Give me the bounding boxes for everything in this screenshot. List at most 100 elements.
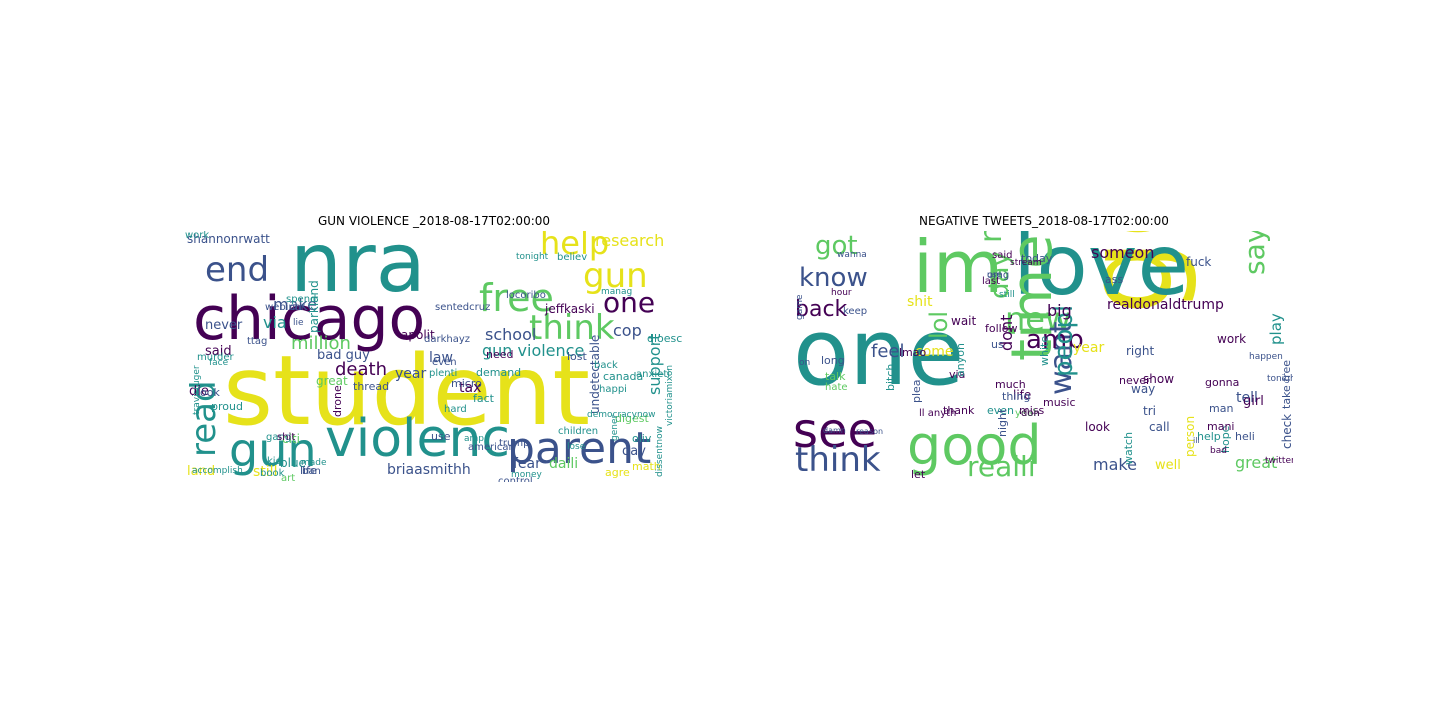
negative-tweets-cloud-word: back <box>795 297 848 322</box>
negative-tweets-cloud-word: thank <box>943 404 975 417</box>
negative-tweets-cloud-word: today <box>1021 252 1053 265</box>
negative-tweets-cloud-word: said <box>992 250 1013 261</box>
gun-violence-cloud-word: look <box>197 386 220 399</box>
negative-tweets-cloud-word: ass <box>1105 273 1124 286</box>
gun-violence-cloud-word: travisruger <box>192 365 202 415</box>
gun-violence-cloud-word: school <box>485 325 537 344</box>
negative-tweets-cloud-word: never <box>1119 374 1151 387</box>
negative-tweets-cloud-word: ill <box>1193 436 1200 445</box>
negative-tweets-cloud-word: well <box>1155 458 1181 473</box>
gun-violence-cloud-word: children <box>558 426 599 437</box>
gun-violence-cloud-word: life <box>300 464 317 477</box>
negative-tweets-cloud-word: tell <box>1236 390 1258 406</box>
gun-violence-cloud-word: trump <box>499 438 530 449</box>
gun-violence-cloud-word: even <box>432 357 457 368</box>
negative-tweets-cloud-word: use <box>987 270 1002 279</box>
gun-violence-cloud-word: research <box>595 231 665 250</box>
negative-tweets-cloud-word: realdonaldtrump <box>1107 297 1224 313</box>
gun-violence-cloud-word: bad guy <box>317 348 370 363</box>
negative-tweets-cloud-word: love <box>1013 231 1190 314</box>
gun-violence-cloud-word: demand <box>476 366 522 379</box>
negative-tweets-cloud-word: hour <box>831 288 852 298</box>
negative-tweets-word-cloud: one go love im time good see think know new got bac… <box>795 231 1293 482</box>
gun-violence-cloud-word: hard <box>444 404 467 415</box>
gun-violence-cloud-word: million <box>291 333 351 354</box>
gun-violence-cloud-word: lie <box>293 318 304 328</box>
negative-tweets-cloud-word: yeah <box>1015 408 1040 419</box>
gun-violence-cloud-word: back <box>594 360 618 371</box>
negative-tweets-cloud-word: tri <box>1143 404 1156 418</box>
gun-violence-cloud-word: year <box>395 366 427 382</box>
negative-tweets-cloud-word: hate <box>825 382 848 393</box>
gun-violence-cloud-word: jeffkaski <box>545 302 595 316</box>
negative-tweets-cloud-word: come <box>915 344 954 360</box>
negative-tweets-cloud-word: mani <box>1207 420 1235 433</box>
negative-tweets-cloud-word: lol <box>925 310 953 339</box>
gun-violence-cloud-word: undetectable <box>588 334 602 414</box>
negative-tweets-cloud-word: feel <box>871 341 905 362</box>
negative-tweets-cloud-word: twitter <box>1265 456 1293 466</box>
gun-violence-cloud-word: help <box>540 231 610 262</box>
negative-tweets-cloud-word: play <box>1267 313 1285 345</box>
negative-tweets-cloud-word: big <box>1047 301 1072 320</box>
gun-violence-cloud-word: fear <box>513 456 541 472</box>
negative-tweets-cloud-word: music <box>1043 396 1076 409</box>
gun-violence-cloud-word: lose <box>567 442 586 452</box>
gun-violence-cloud-word: gang <box>266 432 292 443</box>
negative-tweets-cloud-word: don <box>1021 408 1040 419</box>
negative-tweets-cloud-word: on <box>799 358 811 368</box>
gun-violence-cloud-word: gun violence <box>482 341 585 360</box>
gun-violence-cloud-word: use <box>431 430 451 443</box>
gun-violence-cloud-word: think <box>529 308 615 348</box>
negative-tweets-cloud-word: got <box>815 231 858 261</box>
negative-tweets-cloud-word: stream <box>1010 258 1042 268</box>
negative-tweets-cloud-word: ll anyth <box>919 408 957 419</box>
negative-tweets-cloud-word: bad <box>1210 446 1227 456</box>
gun-violence-cloud-word: manag <box>601 287 633 297</box>
negative-tweets-cloud-word: call <box>1149 420 1170 434</box>
gun-violence-cloud-word: spend <box>286 294 317 305</box>
gun-violence-cloud-word: plenti <box>429 368 458 379</box>
negative-tweets-cloud-word: white <box>1038 335 1051 366</box>
gun-violence-cloud-word: ttag <box>247 336 268 347</box>
gun-violence-cloud-word: parkland <box>307 280 321 333</box>
gun-violence-cloud-word: locoribo <box>506 290 546 301</box>
gun-violence-cloud-word: violenc <box>325 409 511 469</box>
gun-violence-cloud-word: gun <box>229 423 317 477</box>
gun-violence-cloud-word: democracynow <box>587 410 656 420</box>
negative-tweets-cloud-word: think <box>795 440 881 480</box>
gun-violence-cloud-word: murder <box>197 352 234 363</box>
gun-violence-cloud-word: thread <box>353 380 390 393</box>
gun-violence-cloud-word: need <box>486 348 514 361</box>
gun-violence-cloud-word: proud <box>211 400 243 413</box>
gun-violence-cloud-word: art <box>281 473 296 483</box>
negative-tweets-cloud-word: work <box>1217 332 1247 346</box>
negative-tweets-cloud-word: realli <box>967 450 1036 482</box>
gun-violence-cloud-word: american <box>468 442 515 453</box>
negative-tweets-cloud-word: help <box>1197 430 1221 443</box>
negative-tweets-cloud-word: shit <box>907 294 933 310</box>
gun-violence-cloud-word: ban <box>302 466 321 477</box>
negative-tweets-cloud-word: watch <box>1122 431 1135 465</box>
negative-tweets-cloud-word: great <box>1235 453 1278 472</box>
negative-tweets-cloud-word: take free <box>1280 360 1293 409</box>
gun-violence-cloud-word: daili <box>549 456 579 472</box>
gun-violence-cloud-word: victoriamixon <box>665 364 675 426</box>
negative-tweets-cloud-word: make <box>1093 455 1137 474</box>
negative-tweets-cloud-word: still <box>999 290 1015 300</box>
negative-tweets-cloud-word: need <box>974 231 1009 243</box>
gun-violence-cloud-word: lost <box>567 350 587 363</box>
negative-tweets-cloud-word: heli <box>1235 430 1255 443</box>
negative-tweets-cloud-word: girl <box>1243 394 1264 409</box>
negative-tweets-cloud-word: talk <box>825 370 846 383</box>
negative-tweets-cloud-word: man <box>1209 402 1234 415</box>
negative-tweets-cloud-word: night <box>996 408 1009 437</box>
negative-tweets-cloud-word: right <box>1126 344 1155 358</box>
negative-tweets-cloud-word: way <box>1131 382 1156 396</box>
negative-tweets-cloud-word: reason <box>856 427 884 436</box>
gun-violence-cloud-word: end <box>205 250 270 290</box>
gun-violence-cloud-word: gener <box>610 414 620 441</box>
negative-tweets-cloud-word: know <box>799 263 868 293</box>
gun-violence-cloud-word: nra <box>290 231 426 311</box>
negative-tweets-cloud-word: last <box>982 276 1001 287</box>
